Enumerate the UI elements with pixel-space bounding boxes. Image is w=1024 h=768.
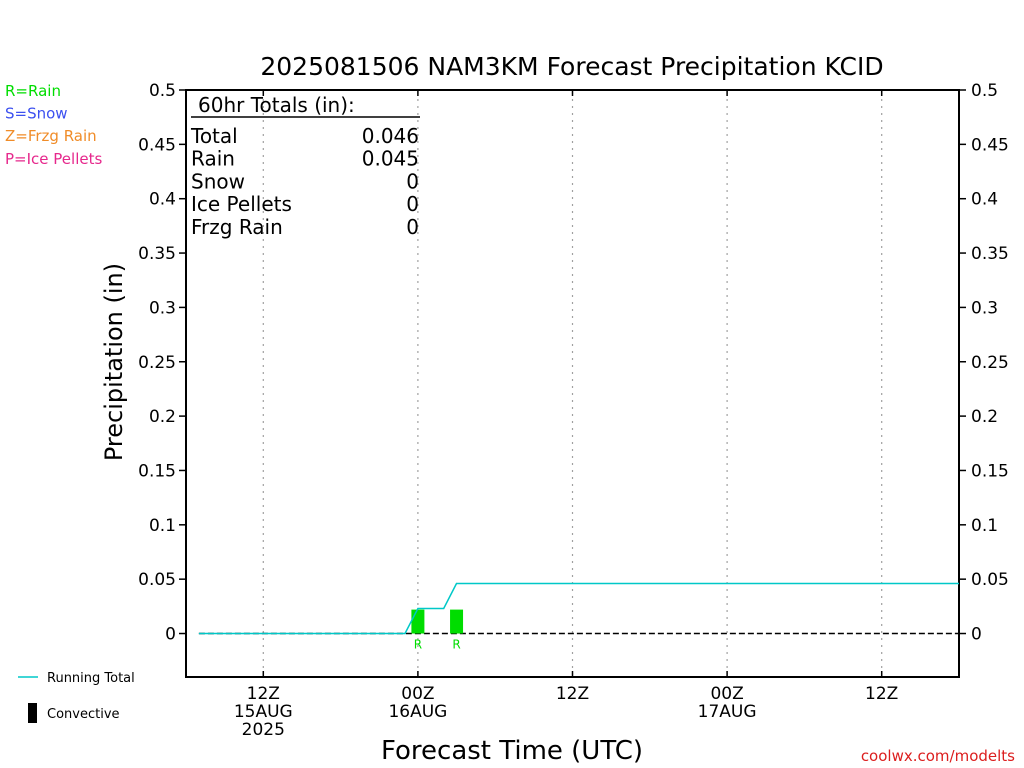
type-legend-item: P=Ice Pellets — [5, 150, 102, 168]
series-legend: Running Total Convective — [18, 671, 135, 723]
y-tick-label-right: 0.15 — [971, 461, 1009, 481]
totals-row-value: 0.045 — [362, 147, 419, 171]
x-tick-label: 12Z — [247, 684, 280, 704]
bar-type-label: R — [452, 638, 460, 652]
precip-type-legend: R=Rain S=Snow Z=Frzg Rain P=Ice Pellets — [5, 82, 102, 168]
y-tick-label-left: 0.35 — [138, 244, 176, 264]
y-tick-label-left: 0.3 — [149, 298, 176, 318]
totals-row-label: Frzg Rain — [191, 215, 283, 239]
totals-box: 60hr Totals (in): Total 0.046 Rain 0.045 Sno… — [190, 93, 420, 239]
x-tick-label: 17AUG — [698, 702, 757, 722]
y-tick-label-right: 0.1 — [971, 516, 998, 536]
totals-row-label: Total — [190, 124, 238, 148]
totals-row-label: Snow — [191, 169, 245, 193]
x-tick-label: 12Z — [865, 684, 898, 704]
y-tick-label-right: 0.4 — [971, 190, 998, 210]
rain-bar — [450, 609, 464, 634]
totals-row-label: Ice Pellets — [191, 192, 292, 216]
totals-row-value: 0 — [406, 192, 419, 216]
convective-swatch — [28, 703, 37, 723]
y-tick-label-left: 0.45 — [138, 135, 176, 155]
y-tick-label-right: 0.35 — [971, 244, 1009, 264]
series-legend-label: Convective — [47, 707, 120, 722]
type-legend-item: Z=Frzg Rain — [5, 127, 97, 145]
y-tick-label-left: 0.2 — [149, 407, 176, 427]
y-axis-ticks: 0 00.05 0.050.1 0.10.15 0.150.2 0.20.25 0.250.… — [138, 81, 1009, 645]
y-tick-label-left: 0.5 — [149, 81, 176, 101]
totals-rows: Total 0.046 Rain 0.045 Snow 0 Ice Pellets 0 Frzg… — [190, 124, 419, 239]
type-legend-item: R=Rain — [5, 82, 61, 100]
y-tick-label-left: 0.1 — [149, 516, 176, 536]
series-legend-label: Running Total — [47, 671, 135, 686]
running-total-line — [198, 582, 959, 635]
y-tick-label-right: 0.2 — [971, 407, 998, 427]
totals-row-value: 0.046 — [362, 124, 419, 148]
y-tick-label-left: 0.4 — [149, 190, 176, 210]
credit-text: coolwx.com/modelts — [861, 747, 1015, 765]
y-tick-label-left: 0.05 — [138, 570, 176, 590]
x-gridlines — [262, 92, 883, 675]
y-tick-label-right: 0.5 — [971, 81, 998, 101]
y-tick-label-right: 0.3 — [971, 298, 998, 318]
totals-row-value: 0 — [406, 215, 419, 239]
y-tick-label-right: 0.05 — [971, 570, 1009, 590]
chart-title: 2025081506 NAM3KM Forecast Precipitation… — [260, 52, 883, 81]
y-tick-label-right: 0.25 — [971, 353, 1009, 373]
y-tick-label-right: 0.45 — [971, 135, 1009, 155]
y-tick-label-left: 0 — [165, 625, 176, 645]
x-tick-label: 00Z — [710, 684, 743, 704]
x-tick-label: 12Z — [556, 684, 589, 704]
x-tick-label: 15AUG — [234, 702, 293, 722]
x-axis-label: Forecast Time (UTC) — [381, 736, 643, 766]
plot-frame — [185, 89, 960, 678]
rain-bar — [411, 609, 425, 634]
totals-heading: 60hr Totals (in): — [198, 93, 355, 117]
totals-row-label: Rain — [191, 147, 235, 171]
y-tick-label-right: 0 — [971, 625, 982, 645]
y-axis-label: Precipitation (in) — [100, 263, 128, 461]
x-tick-label: 00Z — [401, 684, 434, 704]
x-tick-label: 2025 — [242, 720, 285, 740]
x-tick-label: 16AUG — [388, 702, 447, 722]
bar-type-label: R — [414, 638, 422, 652]
y-tick-label-left: 0.15 — [138, 461, 176, 481]
type-legend-item: S=Snow — [5, 105, 68, 123]
y-tick-label-left: 0.25 — [138, 353, 176, 373]
totals-row-value: 0 — [406, 169, 419, 193]
